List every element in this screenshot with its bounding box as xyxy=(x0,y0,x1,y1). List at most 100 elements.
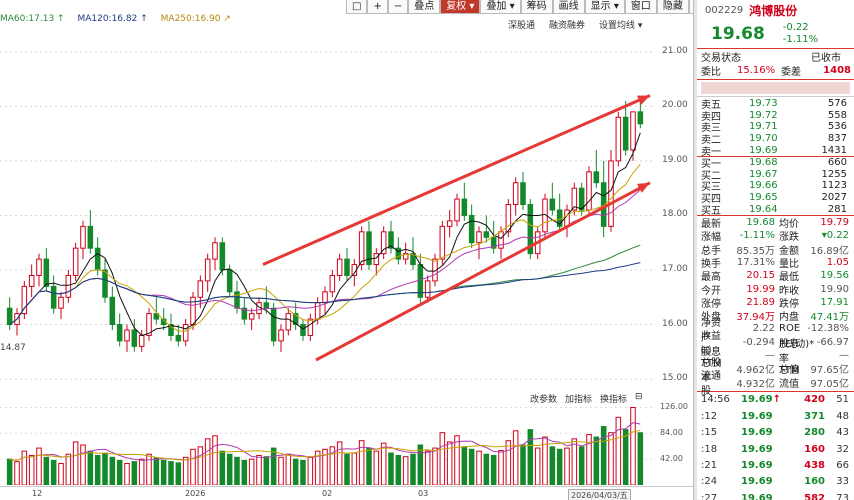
toolbar-button[interactable]: 画线 xyxy=(552,0,585,14)
margin-link[interactable]: 融资融券 xyxy=(549,21,586,31)
stat-value: 4.932亿 xyxy=(736,378,775,390)
tick-volume: 371 xyxy=(804,410,825,422)
candle-body xyxy=(593,171,600,184)
sgt-link[interactable]: 深股通 xyxy=(508,21,536,31)
kline-chart-area[interactable]: MA60:17.13 ↑ MA120:16.82 ↑ MA250:16.90 ↗… xyxy=(0,0,717,500)
chart-sub-menu: 深股通 融资融券 设置均线 ▾ xyxy=(508,18,642,31)
candle-body xyxy=(468,214,475,244)
price-tick: 17.00 xyxy=(662,264,688,274)
low-price-label: 14.87 xyxy=(0,343,26,353)
stat-row: 收益㈢ -0.294 PE(动)* -66.97 xyxy=(697,331,854,357)
order-level-label: 卖二 xyxy=(701,135,721,147)
candle-body xyxy=(36,258,42,276)
order-book-row: 买一 19.68 660 xyxy=(697,157,854,171)
order-volume: 536 xyxy=(827,121,847,133)
tick-price-cell: 19.69 xyxy=(741,411,789,422)
stat-label: 最高 xyxy=(701,272,721,284)
toolbar-button[interactable]: + xyxy=(367,0,388,14)
volume-bar xyxy=(600,426,607,485)
ma-settings-link[interactable]: 设置均线 ▾ xyxy=(599,21,643,31)
candle-body xyxy=(131,329,138,347)
candle-body xyxy=(358,231,365,266)
stat-label: 收益㈢ xyxy=(701,331,721,358)
candlestick-chart[interactable] xyxy=(0,30,652,390)
order-price: 19.71 xyxy=(749,121,778,133)
toolbar-button[interactable]: 显示 ▾ xyxy=(584,0,625,14)
stat-row: 总股本 4.962亿 总值 97.65亿 xyxy=(697,358,854,384)
panel-splitter[interactable] xyxy=(693,0,697,500)
order-volume: 558 xyxy=(827,109,847,121)
toolbar-button[interactable]: 复权 ▾ xyxy=(440,0,481,14)
toolbar-button[interactable]: 隐藏 xyxy=(656,0,689,14)
volume-bar xyxy=(622,429,629,485)
candle-body xyxy=(234,291,240,309)
candle-body xyxy=(65,274,72,298)
stat-label: 最新 xyxy=(701,219,721,231)
candle-body xyxy=(490,236,497,249)
volume-bar xyxy=(241,459,248,485)
stat-row: 涨幅 -1.11% 涨跌 ▾0.22 xyxy=(697,229,854,244)
candle-body xyxy=(402,253,409,260)
volume-chart[interactable] xyxy=(0,405,652,485)
volume-bar xyxy=(116,459,123,485)
toolbar-button[interactable]: − xyxy=(387,0,409,14)
candle-body xyxy=(322,291,328,304)
order-level-label: 买一 xyxy=(701,159,721,171)
switch-indicator-button[interactable]: 换指标 xyxy=(600,395,628,405)
price-tick: 21.00 xyxy=(662,45,688,56)
stat-row: 净资产 2.22 ROE -12.38% xyxy=(697,318,854,344)
trade-status-row: 交易状态 已收市 xyxy=(697,49,854,64)
toolbar-button[interactable]: 叠点 xyxy=(408,0,441,14)
toolbar-button[interactable]: 筹码 xyxy=(520,0,553,14)
stat-row: 流通股 4.932亿 流值 97.05亿 xyxy=(697,371,854,397)
stat-row: 外盘 37.94万 内盘 47.41万 xyxy=(697,309,854,323)
price-tick: 18.00 xyxy=(662,209,688,220)
volume-bar xyxy=(58,462,64,485)
volume-bar xyxy=(270,447,277,485)
volume-bar xyxy=(292,458,299,485)
candle-body xyxy=(608,160,614,227)
toolbar-button[interactable]: 窗口 xyxy=(624,0,657,14)
last-price: 19.68 xyxy=(711,24,765,44)
ma250-label: MA250:16.90 ↗ xyxy=(160,14,231,24)
volume-bar xyxy=(175,462,182,485)
stat-label: 换手 xyxy=(701,258,721,270)
tick-list[interactable]: 14:56 19.69↑ 420 51:12 19.69 371 48:15 19.69 280… xyxy=(697,392,854,500)
candle-body xyxy=(520,182,526,206)
volume-bar xyxy=(102,452,108,485)
volume-bar xyxy=(197,446,204,485)
candle-body xyxy=(87,225,94,249)
candle-body xyxy=(439,225,446,260)
candle-body xyxy=(241,307,248,320)
price-tick: 19.00 xyxy=(662,154,688,165)
order-volume: 1255 xyxy=(821,168,847,180)
volume-bar xyxy=(182,456,189,485)
candle-body xyxy=(300,324,306,336)
stock-name: 鸿博股份 xyxy=(749,3,798,18)
add-indicator-button[interactable]: 加指标 xyxy=(565,395,593,405)
volume-bar xyxy=(226,453,233,485)
stat-value: -1.11% xyxy=(739,230,775,242)
volume-bar xyxy=(534,447,541,485)
tick-volume: 582 xyxy=(804,492,825,500)
candle-body xyxy=(564,209,570,227)
toolbar-button[interactable]: 叠加 ▾ xyxy=(480,0,521,14)
toolbar-button[interactable]: □ xyxy=(346,0,368,14)
volume-bar xyxy=(468,448,475,485)
ma-line xyxy=(9,262,641,325)
weicha-value: 1408 xyxy=(823,64,851,76)
volume-bar xyxy=(278,456,284,485)
candle-body xyxy=(124,329,130,342)
stat-label: 涨跌 xyxy=(779,232,799,244)
volume-bar xyxy=(65,453,72,485)
volume-bar xyxy=(87,450,94,485)
tick-price-cell: 19.69↑ xyxy=(741,394,789,405)
expand-icon[interactable]: ⊟ xyxy=(635,392,643,402)
volume-bar xyxy=(329,446,336,485)
candle-body xyxy=(314,302,321,320)
volume-tick: 84.00 xyxy=(660,428,683,438)
edit-params-button[interactable]: 改参数 xyxy=(530,395,558,405)
stat-label: PE(动)* xyxy=(779,338,815,350)
stat-value: 17.91 xyxy=(820,296,849,308)
stat-value: -12.38% xyxy=(807,323,849,335)
